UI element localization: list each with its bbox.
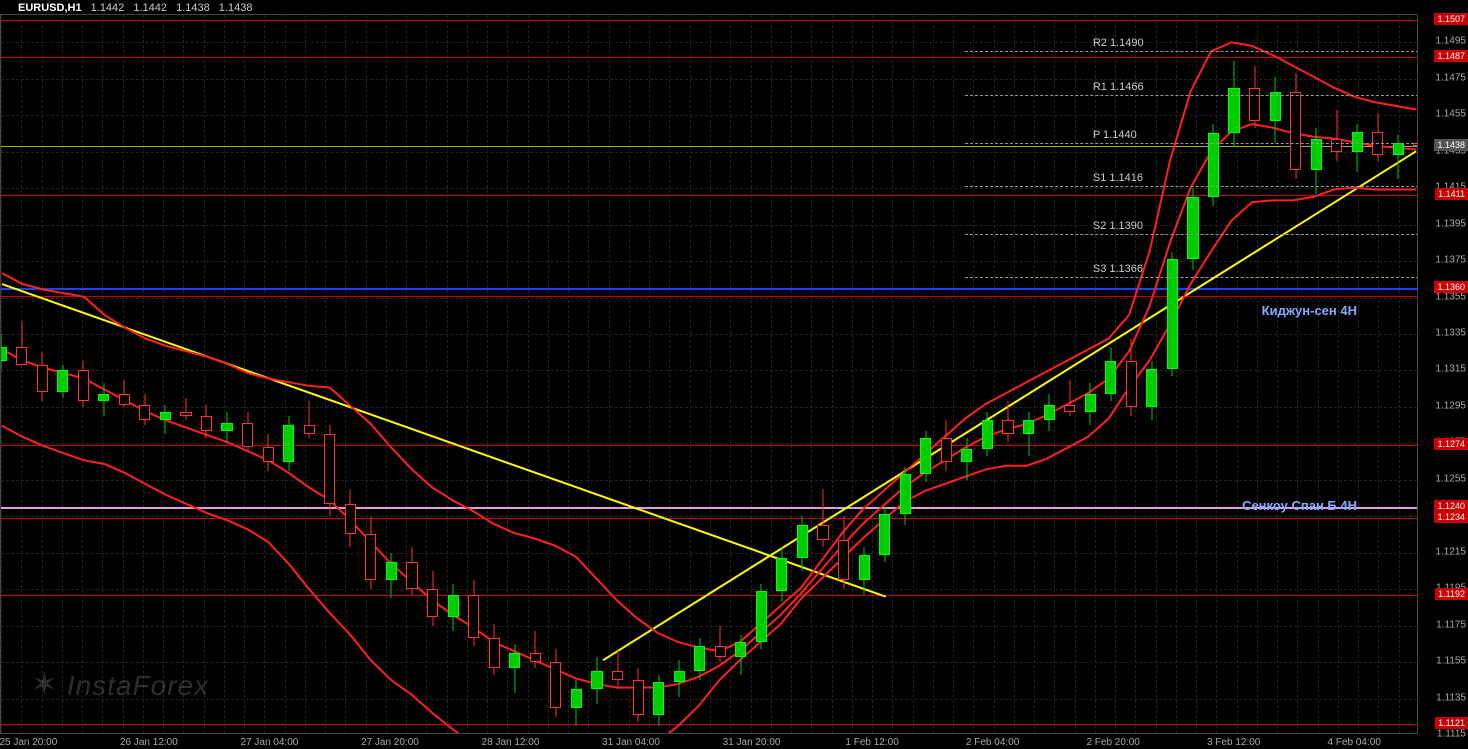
annotation-label: Киджун-сен 4H bbox=[1262, 303, 1357, 318]
x-tick-label: 2 Feb 04:00 bbox=[966, 737, 1019, 748]
x-tick-label: 31 Jan 04:00 bbox=[602, 737, 660, 748]
x-tick-label: 31 Jan 20:00 bbox=[723, 737, 781, 748]
x-tick-label: 1 Feb 12:00 bbox=[845, 737, 898, 748]
x-axis: 25 Jan 20:00 26 Jan 12:00 27 Jan 04:00 27 J… bbox=[0, 733, 1418, 749]
pivot-line bbox=[965, 143, 1418, 144]
y-price-marker: 1.1411 bbox=[1435, 188, 1468, 200]
chart-plot-area[interactable]: R2 1.1490 R1 1.1466 P 1.1440 S1 1.1416 S2 1.… bbox=[0, 14, 1418, 734]
watermark-icon: ✶ bbox=[31, 666, 59, 702]
x-tick-label: 2 Feb 20:00 bbox=[1086, 737, 1139, 748]
y-price-marker: 1.1121 bbox=[1435, 717, 1468, 729]
x-tick-label: 4 Feb 04:00 bbox=[1328, 737, 1381, 748]
y-tick-label: 1.1455 bbox=[1435, 109, 1466, 120]
symbol-label: EURUSD,H1 bbox=[18, 2, 82, 14]
y-tick-label: 1.1395 bbox=[1435, 218, 1466, 229]
y-price-marker: 1.1234 bbox=[1434, 511, 1468, 523]
y-tick-label: 1.1335 bbox=[1435, 327, 1466, 338]
pivot-line bbox=[965, 186, 1418, 187]
x-tick-label: 27 Jan 20:00 bbox=[361, 737, 419, 748]
y-price-marker: 1.1487 bbox=[1434, 50, 1468, 62]
candles-layer bbox=[1, 15, 1417, 733]
ohlc-open: 1.1442 bbox=[91, 2, 125, 14]
y-tick-label: 1.1475 bbox=[1435, 72, 1466, 83]
y-tick-label: 1.1295 bbox=[1435, 400, 1466, 411]
y-price-marker: 1.1192 bbox=[1435, 588, 1468, 600]
watermark-text: InstaForex bbox=[67, 670, 209, 701]
y-tick-label: 1.1215 bbox=[1435, 546, 1466, 557]
x-tick-label: 3 Feb 12:00 bbox=[1207, 737, 1260, 748]
watermark: ✶ InstaForex bbox=[31, 665, 209, 703]
pivot-label: S3 1.1366 bbox=[1093, 263, 1143, 275]
y-tick-label: 1.1315 bbox=[1435, 364, 1466, 375]
y-tick-label: 1.1115 bbox=[1437, 729, 1466, 740]
ohlc-close: 1.1438 bbox=[219, 2, 253, 14]
y-tick-label: 1.1175 bbox=[1436, 619, 1466, 630]
pivot-label: P 1.1440 bbox=[1093, 129, 1137, 141]
ohlc-low: 1.1438 bbox=[176, 2, 210, 14]
y-price-marker: 1.1360 bbox=[1434, 281, 1468, 293]
x-tick-label: 27 Jan 04:00 bbox=[240, 737, 298, 748]
pivot-label: S2 1.1390 bbox=[1093, 220, 1143, 232]
pivot-line bbox=[965, 95, 1418, 96]
pivot-line bbox=[965, 51, 1418, 52]
y-tick-label: 1.1155 bbox=[1436, 656, 1466, 667]
y-tick-label: 1.1495 bbox=[1435, 36, 1466, 47]
ohlc-high: 1.1442 bbox=[133, 2, 167, 14]
pivot-label: R2 1.1490 bbox=[1093, 37, 1144, 49]
pivot-label: R1 1.1466 bbox=[1093, 81, 1144, 93]
y-axis: 1.11151.11351.11551.11751.11951.12151.12… bbox=[1418, 14, 1468, 734]
y-price-marker: 1.1507 bbox=[1434, 13, 1468, 25]
x-tick-label: 28 Jan 12:00 bbox=[482, 737, 540, 748]
pivot-label: S1 1.1416 bbox=[1093, 172, 1143, 184]
pivot-line bbox=[965, 277, 1418, 278]
y-price-marker: 1.1274 bbox=[1434, 438, 1468, 450]
x-tick-label: 25 Jan 20:00 bbox=[0, 737, 57, 748]
annotation-label: Сенкоу Спан Б 4H bbox=[1242, 498, 1357, 513]
pivot-line bbox=[965, 234, 1418, 235]
y-tick-label: 1.1135 bbox=[1436, 692, 1466, 703]
y-price-marker: 1.1438 bbox=[1434, 139, 1468, 151]
x-tick-label: 26 Jan 12:00 bbox=[120, 737, 178, 748]
y-tick-label: 1.1375 bbox=[1435, 255, 1466, 266]
chart-title: EURUSD,H1 1.1442 1.1442 1.1438 1.1438 bbox=[18, 2, 252, 14]
chart-container: EURUSD,H1 1.1442 1.1442 1.1438 1.1438 R2… bbox=[0, 0, 1468, 749]
y-tick-label: 1.1255 bbox=[1435, 473, 1466, 484]
